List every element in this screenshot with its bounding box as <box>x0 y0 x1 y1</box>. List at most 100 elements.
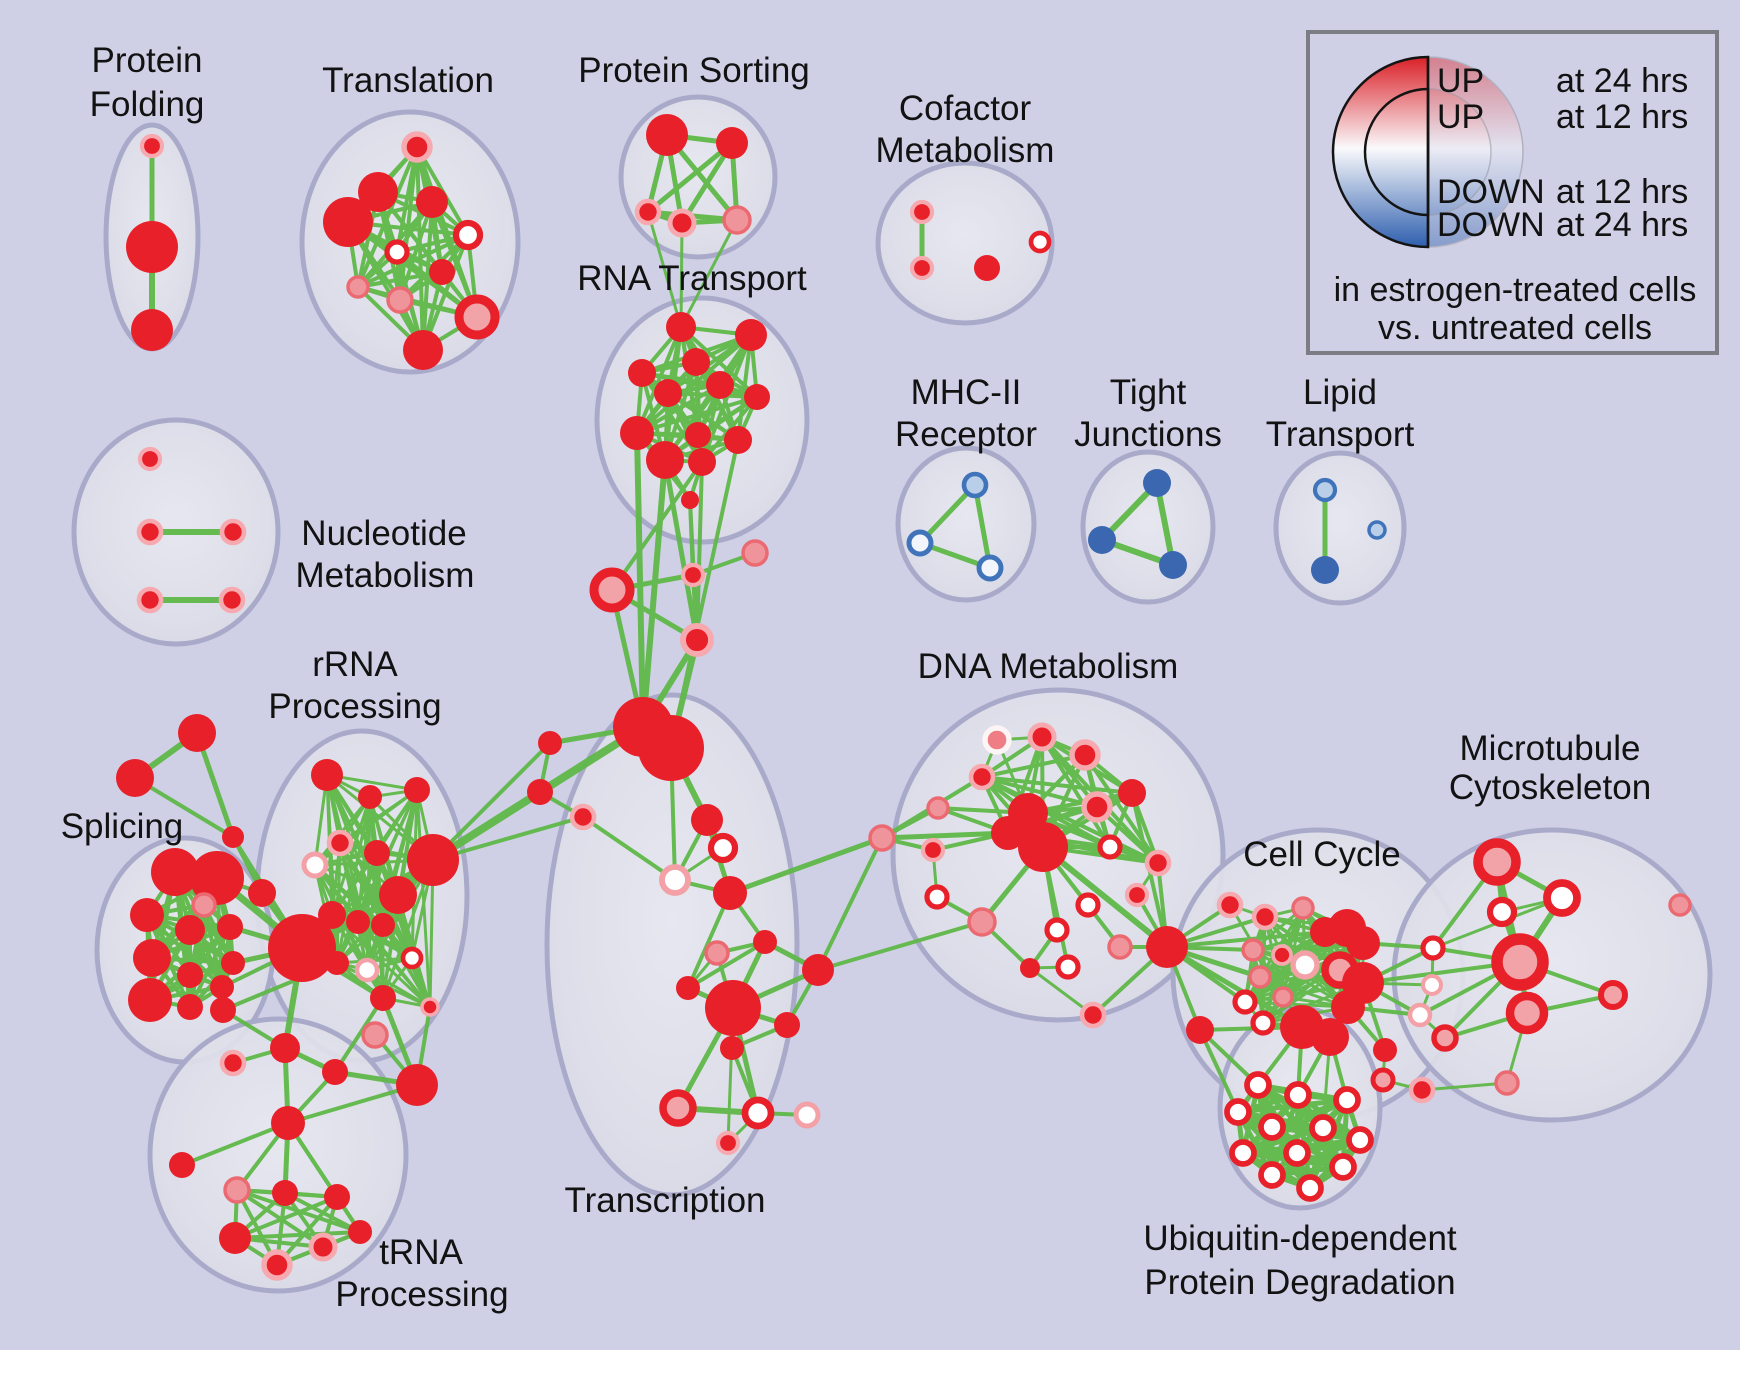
cluster-label-protein-sorting: Protein Sorting <box>578 51 810 90</box>
network-node-red-ring-white-center <box>1224 1098 1252 1126</box>
network-edge <box>736 333 753 442</box>
network-node-red-ring-white-center <box>1028 230 1052 254</box>
legend-direction-1: UP <box>1437 62 1484 100</box>
network-node-red-ring-white-center <box>1250 1010 1276 1036</box>
network-node-pink-ring-red-center <box>715 1130 741 1156</box>
legend-glyph-inner-left <box>1363 87 1430 217</box>
legend: UP at 24 hrs UP at 12 hrs DOWN at 12 hrs DOWN a… <box>1306 30 1719 355</box>
network-edge <box>1040 735 1112 849</box>
cluster-label-rna-transport: RNA Transport <box>577 259 807 298</box>
network-node-pink-ring-red-center <box>308 1232 338 1262</box>
network-node-red-ring-white-center <box>1333 1086 1361 1114</box>
network-node-pink-ring-white-center <box>1290 950 1320 980</box>
network-node-red-ring-white-center <box>1543 879 1581 917</box>
cluster-label-trna-processing-line2: Processing <box>335 1275 508 1314</box>
cluster-ellipse-transcription <box>544 692 800 1198</box>
network-node-pink-ring-red-center <box>1069 739 1101 771</box>
network-edge <box>679 218 739 329</box>
network-edge <box>980 775 1160 865</box>
network-node-solid-pink <box>741 539 769 567</box>
cluster-label-trna-processing: tRNA <box>379 1233 463 1272</box>
network-node-up-both-solid-red <box>324 1184 350 1210</box>
network-node-up-both-solid-red <box>126 221 178 273</box>
network-node-up-both-solid-red <box>991 816 1025 850</box>
network-node-solid-pink <box>1494 1070 1520 1096</box>
network-node-red-ring-white-center <box>1055 954 1081 980</box>
network-node-pink-ring-white-center <box>793 1101 821 1129</box>
network-node-red-ring-white-center <box>707 832 739 864</box>
network-edge <box>816 836 884 972</box>
network-node-up-both-solid-red <box>248 879 276 907</box>
network-node-up-both-solid-red <box>1018 822 1068 872</box>
network-node-up-both-solid-red <box>744 384 770 410</box>
cluster-label-tight-junctions: Tight <box>1110 373 1187 412</box>
network-node-up-both-solid-red <box>175 915 205 945</box>
network-edge <box>133 776 235 839</box>
network-edge <box>415 788 432 1009</box>
network-node-up-both-solid-red <box>323 197 373 247</box>
network-node-up-both-solid-red <box>774 1012 800 1038</box>
network-node-up-both-solid-red <box>217 914 243 940</box>
network-node-solid-pink <box>868 824 896 852</box>
network-edge <box>1165 930 1327 949</box>
network-node-up-both-solid-red <box>270 1033 300 1063</box>
network-node-up-both-solid-red <box>620 416 654 450</box>
network-node-up-both-solid-red <box>403 330 443 370</box>
network-node-up-both-solid-red <box>429 259 455 285</box>
network-node-red-ring-pink-center <box>1370 1067 1396 1093</box>
network-node-red-ring-white-center <box>1346 1126 1374 1154</box>
network-edge <box>356 270 444 289</box>
network-node-up-both-solid-red <box>724 426 752 454</box>
network-node-up-both-solid-red <box>1118 779 1146 807</box>
network-node-down-solid-blue <box>1143 469 1171 497</box>
network-node-up-both-solid-red <box>1311 1018 1349 1056</box>
network-edge <box>1228 903 1304 1029</box>
network-node-blue-ring-white-center <box>976 554 1004 582</box>
network-node-up-both-solid-red <box>538 731 562 755</box>
network-node-pink-ring-red-center <box>1251 903 1279 931</box>
network-node-red-ring-white-center <box>1097 834 1123 860</box>
network-node-up-both-solid-red <box>628 359 656 387</box>
network-node-pink-ring-red-center <box>401 131 433 163</box>
network-node-pink-ring-red-center <box>219 518 247 546</box>
network-node-up-both-solid-red <box>1331 990 1365 1024</box>
network-edge <box>816 920 984 972</box>
network-edge <box>431 741 552 862</box>
legend-time-3: at 12 hrs <box>1556 173 1688 211</box>
network-node-up-both-solid-red <box>131 309 173 351</box>
network-node-solid-pink <box>346 275 370 299</box>
cluster-label-nucleotide-metabolism: Nucleotide <box>301 514 466 553</box>
network-edge <box>634 430 646 730</box>
network-node-up-both-solid-red <box>210 975 234 999</box>
network-edge <box>679 221 684 329</box>
cluster-label-transcription: Transcription <box>565 1181 766 1220</box>
network-node-pink-ring-red-center <box>1027 722 1057 752</box>
network-node-pink-ring-red-center <box>680 623 714 657</box>
network-node-red-ring-pink-center <box>659 1089 697 1127</box>
network-node-up-both-solid-red <box>713 876 747 910</box>
network-node-up-both-solid-red <box>404 777 430 803</box>
network-edge <box>688 498 695 577</box>
network-node-blue-ring-light-center <box>961 471 989 499</box>
cluster-label-lipid-transport-line2: Transport <box>1266 415 1415 454</box>
network-node-white-ring-red-center <box>982 725 1012 755</box>
legend-time-1: at 24 hrs <box>1556 62 1688 100</box>
network-node-up-both-solid-red <box>358 785 382 809</box>
network-edge <box>635 325 683 435</box>
network-node-up-both-solid-red <box>311 759 343 791</box>
network-edge <box>1243 930 1327 1004</box>
network-node-red-ring-white-center <box>924 884 950 910</box>
cluster-label-translation: Translation <box>322 61 494 100</box>
network-node-solid-pink <box>386 286 414 314</box>
cluster-label-nucleotide-metabolism-line2: Metabolism <box>296 556 475 595</box>
network-edge <box>980 775 1134 795</box>
network-node-solid-pink <box>1291 896 1315 920</box>
network-node-red-ring-white-center <box>741 1096 775 1130</box>
network-node-red-ring-white-center <box>1232 989 1258 1015</box>
network-node-solid-pink <box>722 205 752 235</box>
cluster-label-microtubule-cytoskeleton: Microtubule <box>1460 729 1641 768</box>
network-edge <box>640 371 704 464</box>
network-node-up-both-solid-red <box>1346 926 1380 960</box>
network-node-pink-ring-white-center <box>659 864 691 896</box>
